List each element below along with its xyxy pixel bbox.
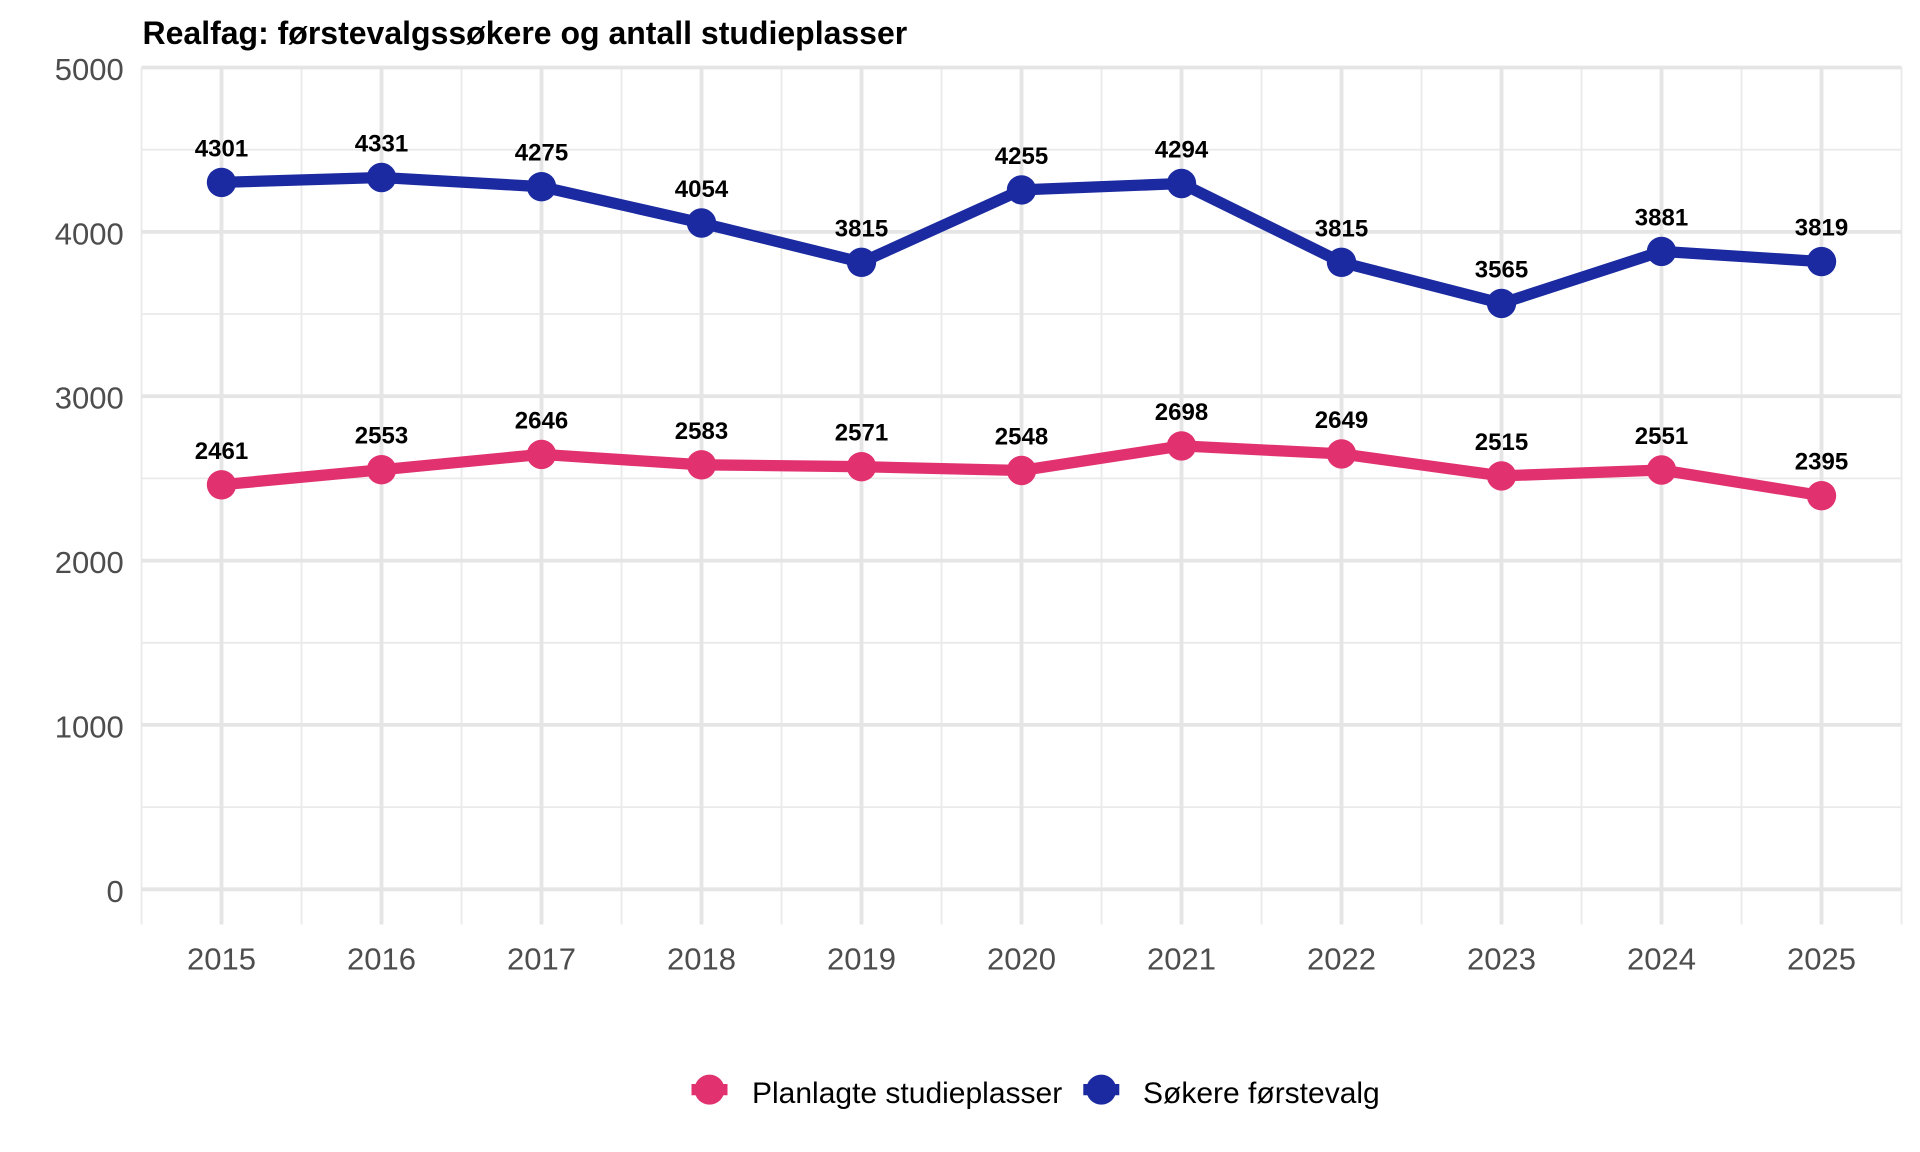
svg-text:2515: 2515	[1475, 429, 1528, 456]
svg-text:0: 0	[106, 874, 123, 909]
svg-text:2024: 2024	[1627, 942, 1696, 977]
svg-text:2646: 2646	[515, 407, 568, 434]
svg-text:2548: 2548	[995, 424, 1048, 451]
svg-text:2571: 2571	[835, 420, 888, 447]
svg-text:4255: 4255	[995, 143, 1048, 170]
svg-text:2016: 2016	[347, 942, 416, 977]
svg-text:2698: 2698	[1155, 399, 1208, 426]
svg-text:Planlagte studieplasser: Planlagte studieplasser	[752, 1077, 1062, 1110]
svg-text:2020: 2020	[987, 942, 1056, 977]
svg-text:Realfag: førstevalgssøkere og: Realfag: førstevalgssøkere og antall stu…	[143, 15, 908, 51]
svg-text:2553: 2553	[355, 423, 408, 450]
svg-text:3000: 3000	[55, 381, 124, 416]
svg-text:2021: 2021	[1147, 942, 1216, 977]
svg-text:1000: 1000	[55, 709, 124, 744]
svg-text:2551: 2551	[1635, 423, 1688, 450]
svg-text:Søkere førstevalg: Søkere førstevalg	[1143, 1077, 1380, 1110]
svg-text:3881: 3881	[1635, 204, 1688, 231]
svg-text:4294: 4294	[1155, 137, 1209, 164]
svg-text:2461: 2461	[195, 438, 248, 465]
svg-text:4000: 4000	[55, 216, 124, 251]
svg-text:2022: 2022	[1307, 942, 1376, 977]
svg-text:4301: 4301	[195, 135, 248, 162]
svg-text:2649: 2649	[1315, 407, 1368, 434]
svg-text:2583: 2583	[675, 418, 728, 445]
svg-text:2019: 2019	[827, 942, 896, 977]
svg-text:4331: 4331	[355, 131, 408, 158]
svg-text:2000: 2000	[55, 545, 124, 580]
svg-text:2017: 2017	[507, 942, 576, 977]
svg-text:2395: 2395	[1795, 449, 1848, 476]
svg-text:3565: 3565	[1475, 256, 1528, 283]
svg-text:2018: 2018	[667, 942, 736, 977]
svg-text:4054: 4054	[675, 176, 729, 203]
svg-text:3815: 3815	[1315, 215, 1368, 242]
svg-text:2015: 2015	[187, 942, 256, 977]
svg-text:2025: 2025	[1787, 942, 1856, 977]
svg-text:5000: 5000	[55, 52, 124, 87]
svg-text:3819: 3819	[1795, 215, 1848, 242]
svg-text:4275: 4275	[515, 140, 568, 167]
svg-text:2023: 2023	[1467, 942, 1536, 977]
svg-text:3815: 3815	[835, 215, 888, 242]
